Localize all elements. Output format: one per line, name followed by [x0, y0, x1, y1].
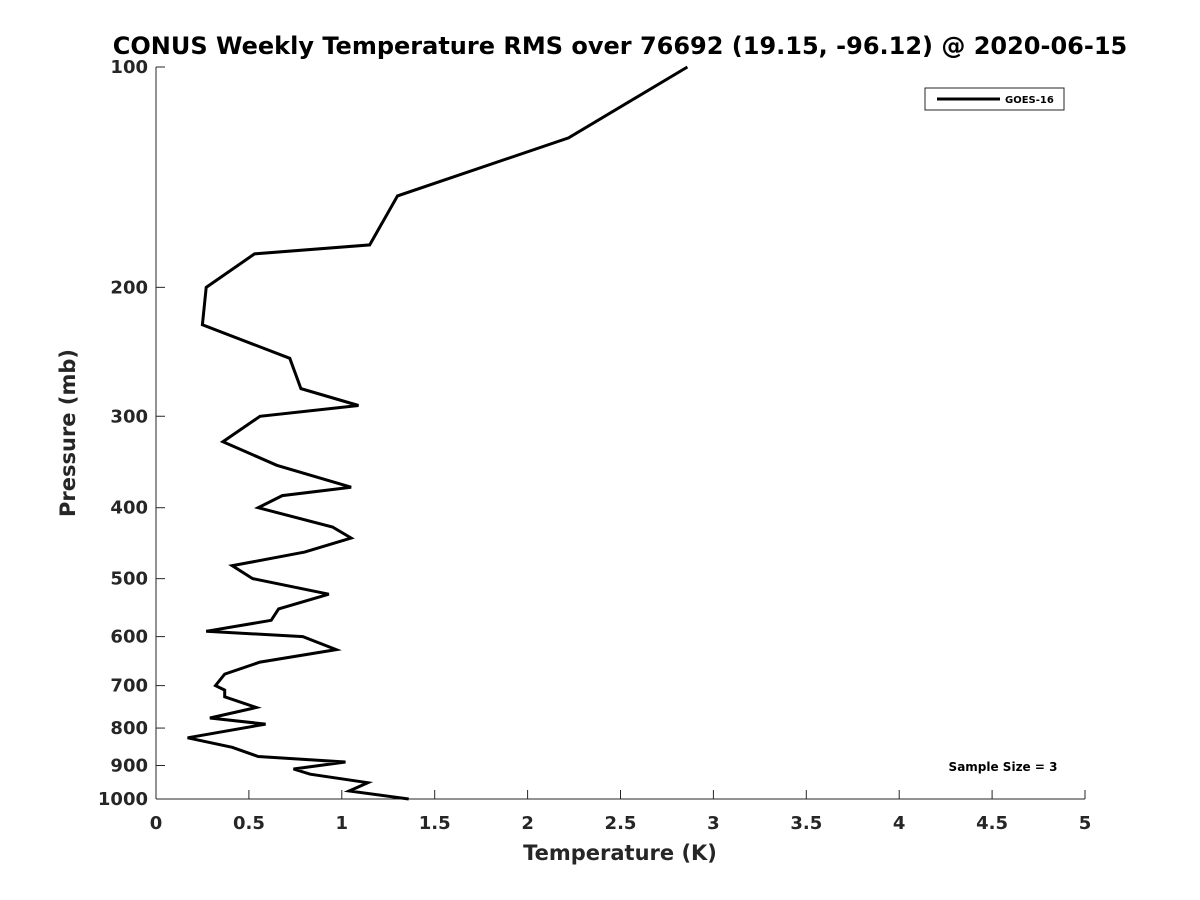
- series-line-goes-16: [187, 65, 689, 801]
- y-tick-label: 300: [110, 406, 148, 427]
- y-tick-label: 500: [110, 569, 148, 590]
- x-tick-label: 3: [707, 813, 720, 834]
- x-tick-label: 2: [521, 813, 534, 834]
- y-tick-label: 600: [110, 627, 148, 648]
- x-axis-label: Temperature (K): [523, 841, 717, 865]
- legend-label-goes-16: GOES-16: [1005, 95, 1054, 106]
- legend: GOES-16: [924, 87, 1065, 111]
- x-tick-label: 1: [336, 813, 349, 834]
- x-tick-label: 4.5: [976, 813, 1008, 834]
- sample-size-annotation: Sample Size = 3: [949, 760, 1058, 774]
- x-tick-label: 5: [1079, 813, 1092, 834]
- x-tick-label: 1.5: [419, 813, 451, 834]
- y-tick-label: 700: [110, 676, 148, 697]
- y-tick-label: 900: [110, 756, 148, 777]
- axes: 0 0.5 1 1.5 2 2.5 3 3.5 4 4.5 5 100 200 300 400 500 600 7…: [98, 57, 1091, 834]
- x-tick-label: 2.5: [605, 813, 637, 834]
- chart-title: CONUS Weekly Temperature RMS over 76692 …: [113, 32, 1127, 60]
- y-tick-label: 800: [110, 718, 148, 739]
- x-tick-label: 4: [893, 813, 906, 834]
- x-tick-label: 3.5: [790, 813, 822, 834]
- y-tick-label: 200: [110, 277, 148, 298]
- y-tick-label: 400: [110, 498, 148, 519]
- series-layer: [187, 65, 689, 801]
- x-tick-label: 0.5: [233, 813, 265, 834]
- y-tick-label: 100: [110, 57, 148, 78]
- y-tick-label: 1000: [98, 789, 148, 810]
- y-axis-label: Pressure (mb): [56, 349, 80, 517]
- x-tick-label: 0: [150, 813, 163, 834]
